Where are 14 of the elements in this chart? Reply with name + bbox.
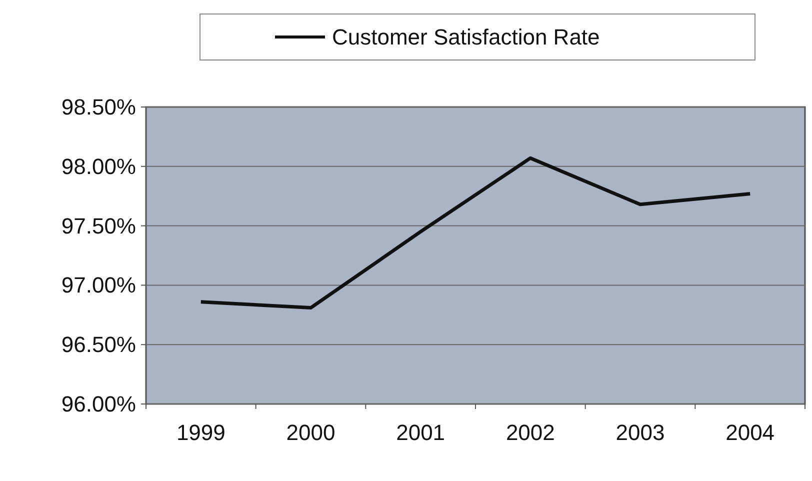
- y-tick-label: 96.50%: [61, 332, 136, 358]
- x-tick-label: 2003: [616, 420, 665, 445]
- x-tick-label: 1999: [176, 420, 226, 445]
- y-tick-label: 98.00%: [61, 154, 136, 179]
- legend-label: Customer Satisfaction Rate: [332, 24, 600, 50]
- y-tick-label: 97.00%: [61, 272, 136, 298]
- y-tick-label: 97.50%: [61, 213, 136, 238]
- y-tick-label: 96.00%: [61, 392, 136, 416]
- y-tick-label: 98.50%: [61, 94, 136, 120]
- x-tick-label: 2001: [396, 420, 446, 445]
- x-tick-label: 2000: [286, 420, 336, 445]
- x-tick-label: 2004: [726, 420, 775, 445]
- x-tick-label: 2002: [506, 420, 555, 445]
- line-series: [199, 156, 752, 310]
